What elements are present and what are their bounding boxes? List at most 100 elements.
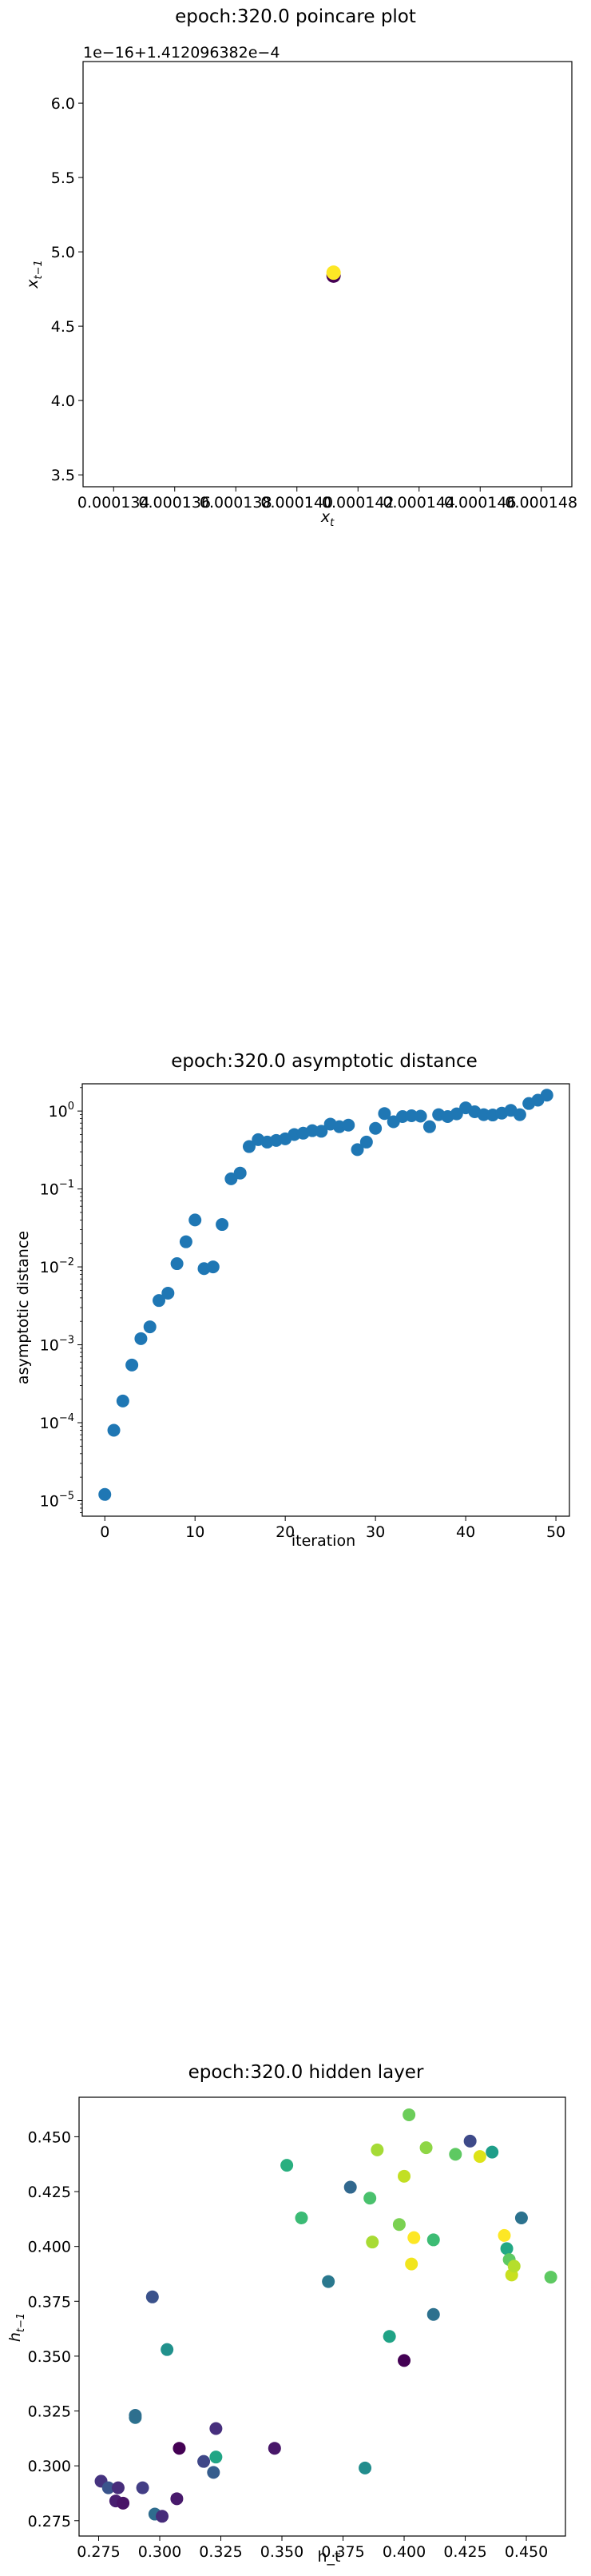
data-point [507,2259,521,2273]
y-tick-label: 10−4 [40,1412,74,1432]
y-tick-label: 0.350 [28,2348,71,2366]
x-tick-label: 50 [546,1523,565,1541]
y-axis-label: asymptotic distance [14,1231,32,1384]
data-point [101,2481,115,2494]
x-tick-label: 40 [456,1523,475,1541]
x-tick-label: 0.450 [505,2543,548,2561]
x-tick-label: 0.000146 [444,494,517,512]
data-point [363,2192,377,2205]
hidden-layer-chart: epoch:320.0 hidden layer h_t ht−1 0.275 0… [6,2062,566,2566]
data-point [369,1121,383,1135]
x-axis-label: iteration [292,1532,355,1550]
data-point [422,1120,436,1133]
y-tick-label: 4.0 [51,392,75,410]
data-point [156,2510,169,2523]
chart-title: epoch:320.0 hidden layer [188,2062,424,2083]
poincare-plot-chart: epoch:320.0 poincare plot 1e−16+1.412096… [24,6,577,529]
data-point [343,2180,357,2194]
data-point [111,2481,125,2494]
data-point [315,1125,328,1138]
data-point [143,1320,157,1334]
asymptotic-distance-chart: epoch:320.0 asymptotic distance iteratio… [14,1051,570,1550]
data-point [513,1108,526,1121]
data-point [405,1109,418,1123]
data-point [233,1166,247,1180]
x-tick-label: 20 [276,1523,295,1541]
data-point [449,2148,462,2161]
data-point [426,2307,440,2321]
x-tick-label: 0.325 [199,2543,242,2561]
data-point [351,1143,364,1157]
chart-title: epoch:320.0 asymptotic distance [171,1051,478,1072]
y-tick-label: 10−2 [40,1256,74,1276]
x-axis-label: h_t [318,2548,341,2566]
data-point [161,2343,174,2356]
x-tick-label: 0.275 [77,2543,120,2561]
data-point [514,2211,528,2224]
data-point [216,1218,229,1232]
data-point [161,1286,175,1300]
data-point [407,2231,421,2244]
x-tick-label: 0.000136 [138,494,211,512]
y-tick-label: 3.5 [51,467,75,484]
data-point [107,1423,121,1437]
y-tick-label: 0.300 [28,2458,71,2475]
y-tick-label: 0.425 [28,2184,71,2201]
y-tick-label: 10−3 [40,1335,74,1355]
x-tick-label: 10 [185,1523,204,1541]
data-point [173,2442,186,2455]
x-tick-label: 0.000140 [260,494,333,512]
data-point [98,1487,112,1501]
y-tick-label: 5.0 [51,244,75,261]
x-tick-label: 30 [366,1523,385,1541]
y-axis-label: ht−1 [6,2313,27,2342]
x-tick-label: 0.350 [260,2543,303,2561]
data-point [383,2330,396,2343]
axis-offset-text: 1e−16+1.412096382e−4 [83,44,280,62]
y-tick-label: 6.0 [51,95,75,113]
data-point [209,2422,223,2435]
data-point [371,2143,384,2156]
x-tick-label: 0.400 [383,2543,426,2561]
data-point [426,2233,440,2247]
data-point [405,2257,418,2271]
y-tick-label: 0.325 [28,2403,71,2421]
x-tick-label: 0.000142 [322,494,395,512]
data-point [540,1089,553,1102]
y-tick-label: 10−5 [40,1491,74,1511]
data-point [116,1394,129,1407]
data-point [378,1107,391,1121]
data-point [398,2354,411,2367]
data-point [242,1140,256,1153]
data-point [295,2211,308,2224]
data-point [197,2455,211,2468]
data-point [366,2236,379,2249]
y-tick-label: 10−1 [40,1179,74,1199]
data-point [134,1332,148,1345]
data-point [450,1107,463,1121]
data-point [206,1260,220,1274]
x-tick-label: 0 [100,1523,109,1541]
data-point [486,2145,499,2159]
y-tick-label: 5.5 [51,169,75,187]
data-point [359,2461,372,2474]
x-tick-label: 0.000148 [505,494,577,512]
x-tick-label: 0.300 [138,2543,181,2561]
chart-title: epoch:320.0 poincare plot [175,6,416,27]
y-tick-label: 100 [49,1101,74,1121]
data-point [117,2496,130,2510]
x-tick-label: 0.000134 [77,494,150,512]
data-point [398,2169,411,2183]
x-tick-label: 0.000138 [200,494,272,512]
data-point [209,2451,223,2464]
data-point [392,2218,406,2232]
y-tick-label: 0.275 [28,2513,71,2530]
data-point [403,2108,416,2121]
data-point [498,2228,511,2242]
y-tick-label: 0.450 [28,2128,71,2146]
y-tick-label: 0.400 [28,2239,71,2256]
data-point [342,1118,355,1132]
y-tick-label: 4.5 [51,318,75,336]
data-point [280,2159,294,2172]
data-point [473,2150,486,2164]
